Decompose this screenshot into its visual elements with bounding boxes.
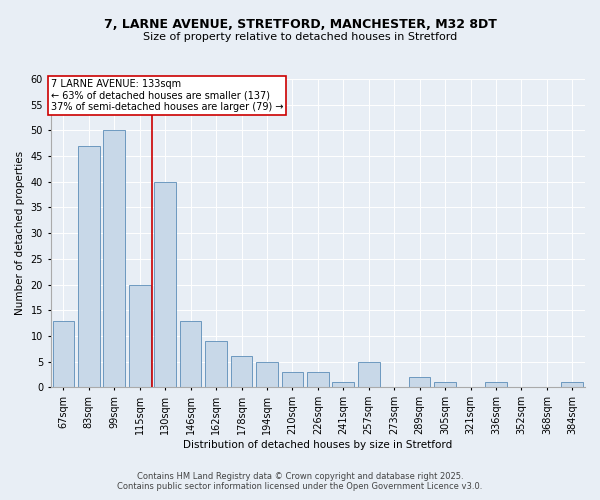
Text: Contains public sector information licensed under the Open Government Licence v3: Contains public sector information licen… xyxy=(118,482,482,491)
Text: Size of property relative to detached houses in Stretford: Size of property relative to detached ho… xyxy=(143,32,457,42)
Bar xyxy=(307,372,329,388)
Text: Contains HM Land Registry data © Crown copyright and database right 2025.: Contains HM Land Registry data © Crown c… xyxy=(137,472,463,481)
Text: 7, LARNE AVENUE, STRETFORD, MANCHESTER, M32 8DT: 7, LARNE AVENUE, STRETFORD, MANCHESTER, … xyxy=(104,18,496,30)
Y-axis label: Number of detached properties: Number of detached properties xyxy=(15,151,25,315)
Bar xyxy=(485,382,507,388)
Bar xyxy=(205,341,227,388)
Bar xyxy=(358,362,380,388)
Bar xyxy=(180,320,202,388)
Bar xyxy=(562,382,583,388)
X-axis label: Distribution of detached houses by size in Stretford: Distribution of detached houses by size … xyxy=(183,440,452,450)
Bar xyxy=(129,284,151,388)
Bar xyxy=(231,356,253,388)
Bar xyxy=(53,320,74,388)
Text: 7 LARNE AVENUE: 133sqm
← 63% of detached houses are smaller (137)
37% of semi-de: 7 LARNE AVENUE: 133sqm ← 63% of detached… xyxy=(50,79,283,112)
Bar xyxy=(332,382,354,388)
Bar xyxy=(256,362,278,388)
Bar xyxy=(154,182,176,388)
Bar xyxy=(281,372,303,388)
Bar xyxy=(78,146,100,388)
Bar xyxy=(103,130,125,388)
Bar xyxy=(434,382,456,388)
Bar xyxy=(409,377,430,388)
